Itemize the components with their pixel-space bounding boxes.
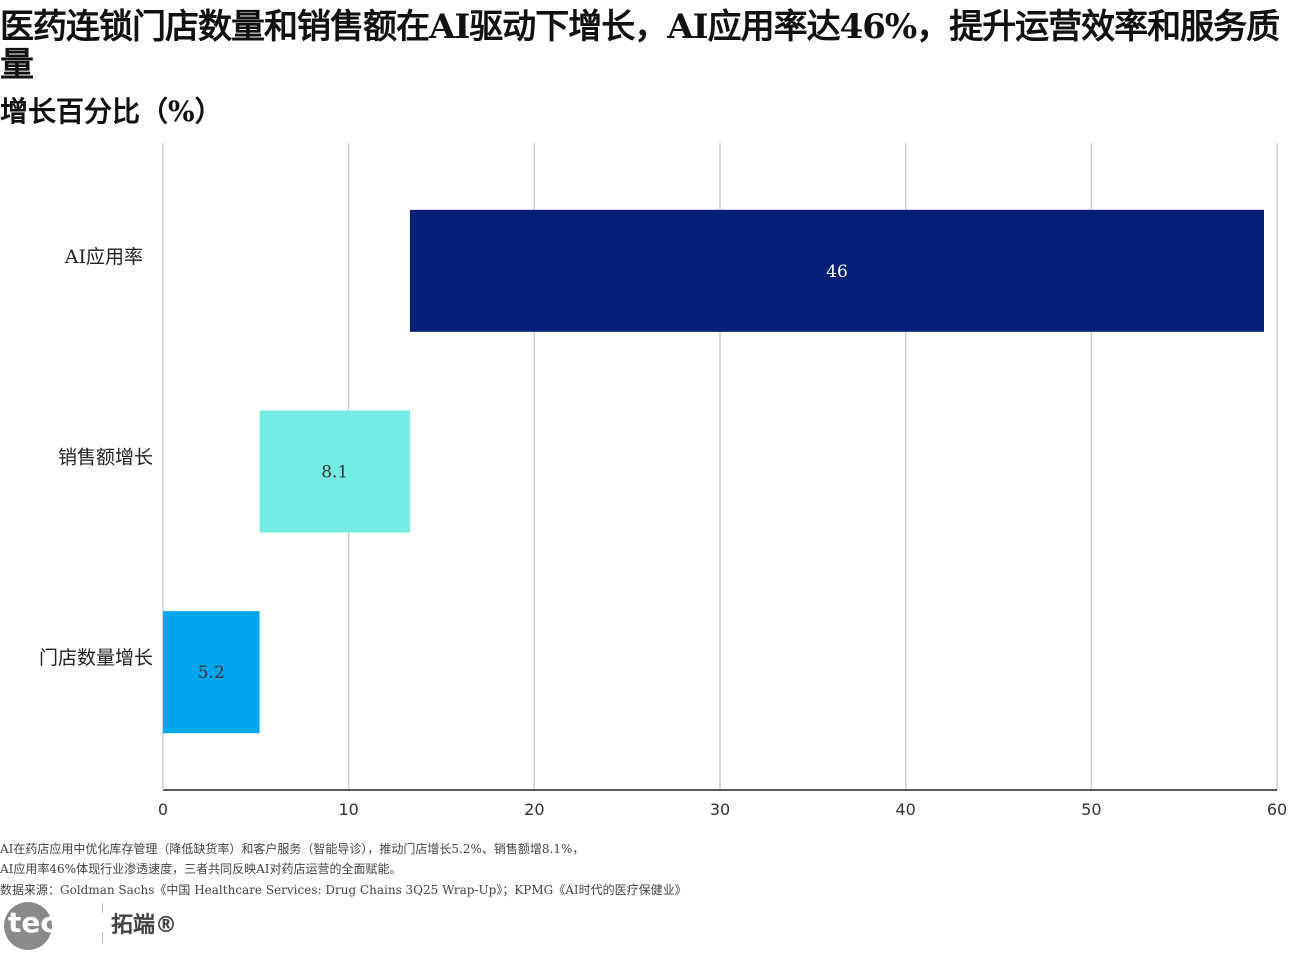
logo: tecdat 拓端® <box>4 900 178 950</box>
data-label: 46 <box>826 262 848 282</box>
bar-chart: 0 10 20 30 40 50 60 46 AI应用率 8.1 销售额增长 5.2 门店数量增长 <box>39 143 1287 819</box>
x-tick-label: 60 <box>1267 800 1287 819</box>
x-tick-label: 0 <box>158 800 168 819</box>
x-tick-label: 10 <box>338 800 358 819</box>
logo-cn: 拓端® <box>111 913 178 938</box>
chart-subtitle: 增长百分比（%） <box>0 95 223 128</box>
x-tick-label: 30 <box>710 800 730 819</box>
y-tick-label: 销售额增长 <box>58 447 153 469</box>
note-line-2: AI应用率46%体现行业渗透速度，三者共同反映AI对药店运营的全面赋能。 <box>0 862 402 876</box>
bar <box>409 209 1265 332</box>
source-note: 数据来源：Goldman Sachs《中国 Healthcare Service… <box>0 883 687 897</box>
y-tick-label: AI应用率 <box>64 246 143 268</box>
x-tick-label: 50 <box>1081 800 1101 819</box>
chart-title: 医药连锁门店数量和销售额在AI驱动下增长，AI应用率达46%，提升运营效率和服务… <box>0 7 1280 85</box>
data-label: 5.2 <box>198 663 225 683</box>
x-tick-label: 20 <box>524 800 544 819</box>
x-tick-label: 40 <box>895 800 915 819</box>
note-line-1: AI在药店应用中优化库存管理（降低缺货率）和客户服务（智能导诊），推动门店增长5… <box>0 842 585 856</box>
logo-text: tecdat <box>8 906 110 939</box>
bar <box>259 410 410 533</box>
bar <box>163 611 260 734</box>
y-tick-label: 门店数量增长 <box>39 647 153 669</box>
data-label: 8.1 <box>321 463 348 483</box>
